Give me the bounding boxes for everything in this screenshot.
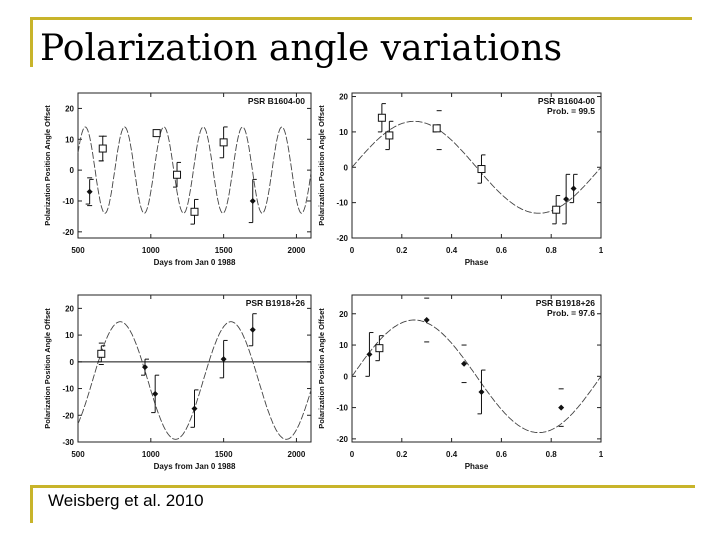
chart-br: 0 0.2 0.4 0.6 0.8 1 -20 -10 0 10 20 Phase Polarizati… (317, 294, 604, 471)
data-point-square (152, 129, 161, 138)
slide-top-rule (30, 17, 692, 20)
y-tick-label: 10 (339, 128, 348, 137)
y-tick-label: -20 (336, 234, 348, 243)
x-tick-label: 2000 (288, 246, 306, 255)
x-tick-label: 2000 (288, 450, 306, 459)
data-point-square (219, 138, 228, 147)
data-point-square (377, 113, 386, 122)
y-tick-label: -10 (336, 199, 348, 208)
y-tick-label: 20 (65, 104, 74, 113)
x-tick-label: 0.8 (546, 246, 558, 255)
plot-frame (351, 92, 602, 239)
model-curve (351, 319, 602, 434)
data-point-diamond (86, 188, 93, 195)
y-tick-label: 10 (339, 341, 348, 350)
data-point-diamond (191, 405, 198, 412)
y-tick-label: -10 (336, 404, 348, 413)
y-tick-label: -20 (62, 228, 74, 237)
x-tick-label: 0.6 (496, 450, 508, 459)
panel-subtitle: PSR B1918+26 (536, 298, 596, 308)
data-point-diamond (152, 390, 159, 397)
data-point-square (190, 207, 199, 216)
citation-text: Weisberg et al. 2010 (48, 491, 204, 510)
x-axis-label: Phase (465, 462, 489, 471)
panel-subtitle: PSR B1604-00 (248, 96, 305, 106)
data-point-diamond (423, 317, 430, 324)
slide-left-rule-bottom (30, 485, 33, 523)
x-axis-label: Phase (465, 258, 489, 267)
y-tick-label: 10 (65, 331, 74, 340)
x-tick-label: 500 (71, 246, 85, 255)
y-tick-label: 0 (344, 163, 349, 172)
y-tick-label: 20 (339, 310, 348, 319)
x-axis-label: Days from Jan 0 1988 (154, 258, 236, 267)
slide-title: Polarization angle variations (40, 28, 563, 69)
data-point-square (477, 165, 486, 174)
x-tick-label: 0.4 (446, 246, 458, 255)
chart-tl: 500 1000 1500 2000 -20 -10 0 10 20 Days from Jan … (43, 92, 312, 267)
chart-tr: 0 0.2 0.4 0.6 0.8 1 -20 -10 0 10 20 Phase Polarizati… (317, 92, 604, 267)
slide-left-rule (30, 17, 33, 67)
data-point-diamond (570, 185, 577, 192)
y-tick-label: 10 (65, 135, 74, 144)
y-axis-label: Polarization Position Angle Offset (317, 105, 326, 226)
x-tick-label: 1000 (142, 246, 160, 255)
x-tick-label: 0 (350, 246, 355, 255)
x-tick-label: 1 (599, 450, 604, 459)
data-point-square (98, 144, 107, 153)
x-tick-label: 1500 (215, 246, 233, 255)
chart-bl: 500 1000 1500 2000 -30 -20 -10 0 10 20 Days from J… (43, 294, 312, 471)
panel-subtitle: PSR B1918+26 (246, 298, 306, 308)
data-point-square (375, 344, 384, 353)
panel-annotation: Prob. = 99.5 (547, 106, 595, 116)
y-axis-label: Polarization Position Angle Offset (317, 308, 326, 429)
y-tick-label: 0 (70, 166, 75, 175)
y-tick-label: 20 (65, 304, 74, 313)
x-tick-label: 0.4 (446, 450, 458, 459)
x-tick-label: 0.2 (396, 450, 408, 459)
x-tick-label: 0.8 (546, 450, 558, 459)
x-axis-label: Days from Jan 0 1988 (154, 462, 236, 471)
data-point-diamond (141, 364, 148, 371)
x-tick-label: 1000 (142, 450, 160, 459)
data-point-square (552, 205, 561, 214)
data-point-square (173, 170, 182, 179)
y-tick-label: 20 (339, 93, 348, 102)
data-point-diamond (366, 351, 373, 358)
y-tick-label: -10 (62, 385, 74, 394)
y-axis-label: Polarization Position Angle Offset (43, 308, 52, 429)
data-point-diamond (249, 326, 256, 333)
y-tick-label: -20 (336, 435, 348, 444)
plot-frame (77, 294, 312, 443)
data-point-diamond (558, 404, 565, 411)
y-tick-label: -30 (62, 438, 74, 447)
data-point-diamond (220, 356, 227, 363)
panel-subtitle: PSR B1604-00 (538, 96, 595, 106)
x-tick-label: 0 (350, 450, 355, 459)
y-tick-label: 0 (344, 372, 349, 381)
y-tick-label: -10 (62, 197, 74, 206)
x-tick-label: 500 (71, 450, 85, 459)
data-point-diamond (461, 360, 468, 367)
y-tick-label: 0 (70, 358, 75, 367)
x-tick-label: 1500 (215, 450, 233, 459)
slide-bottom-rule (30, 485, 695, 488)
panel-annotation: Prob. = 97.6 (547, 308, 595, 318)
data-point-diamond (249, 197, 256, 204)
plot-frame (351, 294, 602, 443)
x-tick-label: 1 (599, 246, 604, 255)
data-point-square (432, 124, 441, 133)
model-curve (77, 126, 312, 214)
x-tick-label: 0.6 (496, 246, 508, 255)
y-axis-label: Polarization Position Angle Offset (43, 105, 52, 226)
y-tick-label: -20 (62, 411, 74, 420)
data-point-square (97, 349, 106, 358)
plot-frame (77, 92, 312, 239)
data-point-diamond (478, 388, 485, 395)
data-point-diamond (563, 196, 570, 203)
data-point-square (385, 131, 394, 140)
x-tick-label: 0.2 (396, 246, 408, 255)
